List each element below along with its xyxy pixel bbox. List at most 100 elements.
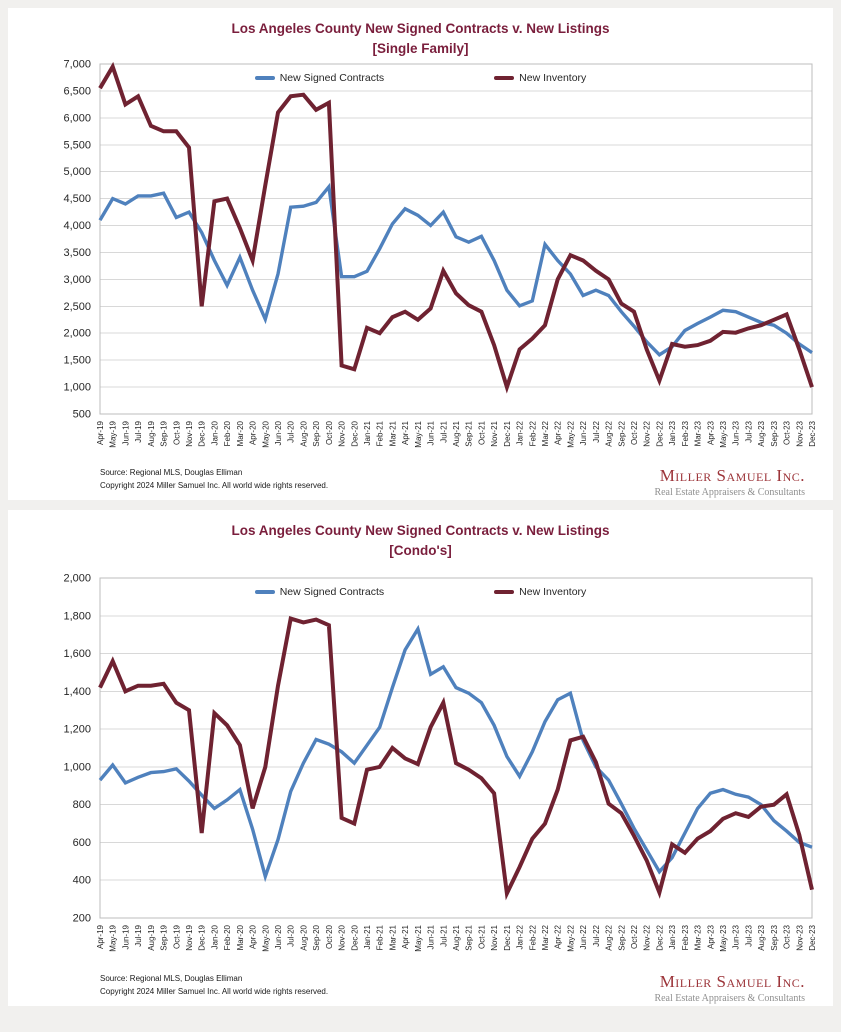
series-line-new-signed-contracts bbox=[98, 182, 813, 358]
x-tick-label: Aug-20 bbox=[299, 925, 308, 951]
y-tick-label: 6,500 bbox=[63, 86, 91, 98]
plot-area-condo: 200 400 600 800 1,000 1,200 1,400 1,600 1,800 2,0… bbox=[8, 560, 833, 972]
x-tick-label: Oct-20 bbox=[325, 421, 334, 446]
miller-samuel-logo: Miller Samuel Inc. Real Estate Appraiser… bbox=[654, 466, 805, 498]
x-tick-label: Jan-22 bbox=[516, 925, 525, 950]
x-tick-label: Mar-22 bbox=[541, 421, 550, 447]
x-tick-label: Feb-20 bbox=[223, 925, 232, 951]
x-tick-label: Feb-22 bbox=[528, 421, 537, 447]
y-tick-label: 3,000 bbox=[63, 274, 91, 286]
copyright-line: Copyright 2024 Miller Samuel Inc. All wo… bbox=[100, 986, 329, 996]
x-tick-label: Oct-21 bbox=[477, 925, 486, 950]
x-tick-label: May-19 bbox=[109, 421, 118, 448]
x-tick-label: Jan-20 bbox=[210, 925, 219, 950]
x-tick-label: Apr-20 bbox=[249, 421, 258, 446]
x-tick-label: Dec-23 bbox=[808, 925, 817, 951]
y-tick-label: 500 bbox=[73, 409, 91, 421]
y-tick-label: 4,500 bbox=[63, 193, 91, 205]
x-tick-label: Feb-20 bbox=[223, 421, 232, 447]
x-tick-label: Dec-22 bbox=[655, 925, 664, 951]
x-tick-label: Apr-22 bbox=[554, 421, 563, 446]
x-tick-label: Mar-23 bbox=[694, 421, 703, 447]
x-tick-label: Apr-21 bbox=[401, 925, 410, 950]
y-tick-label: 600 bbox=[73, 837, 91, 849]
x-tick-label: Mar-21 bbox=[388, 421, 397, 447]
x-tick-label: Sep-23 bbox=[770, 421, 779, 447]
x-tick-label: Dec-20 bbox=[350, 925, 359, 951]
x-tick-label: Aug-22 bbox=[605, 421, 614, 447]
y-tick-label: 4,000 bbox=[63, 220, 91, 232]
source-line: Source: Regional MLS, Douglas Elliman bbox=[100, 974, 243, 984]
x-tick-label: Oct-23 bbox=[783, 925, 792, 950]
x-tick-label: Jun-20 bbox=[274, 925, 283, 950]
y-tick-label: 7,000 bbox=[63, 59, 91, 71]
x-tick-label: Aug-23 bbox=[757, 925, 766, 951]
x-tick-label: Nov-23 bbox=[795, 421, 804, 447]
y-tick-label: 2,000 bbox=[63, 573, 91, 585]
x-tick-label: Oct-23 bbox=[783, 421, 792, 446]
x-tick-label: Jan-22 bbox=[516, 421, 525, 446]
x-tick-label: Sep-20 bbox=[312, 925, 321, 951]
x-tick-label: May-21 bbox=[414, 925, 423, 952]
y-tick-label: 1,600 bbox=[63, 648, 91, 660]
x-tick-label: Mar-20 bbox=[236, 925, 245, 951]
x-tick-label: Nov-22 bbox=[643, 421, 652, 447]
x-tick-label: Jun-19 bbox=[121, 925, 130, 950]
x-tick-label: Nov-20 bbox=[338, 421, 347, 447]
y-tick-label: 2,500 bbox=[63, 301, 91, 313]
x-tick-label: Jul-21 bbox=[439, 421, 448, 443]
x-tick-label: Jul-22 bbox=[592, 421, 601, 443]
chart-card-condo: Los Angeles County New Signed Contracts … bbox=[8, 510, 833, 1006]
x-tick-label: Nov-19 bbox=[185, 925, 194, 951]
y-tick-label: 5,000 bbox=[63, 166, 91, 178]
x-tick-label: Nov-22 bbox=[643, 925, 652, 951]
chart-title-line1: Los Angeles County New Signed Contracts … bbox=[231, 523, 610, 538]
x-tick-label: Aug-22 bbox=[605, 925, 614, 951]
x-tick-label: Mar-20 bbox=[236, 421, 245, 447]
x-tick-label: Nov-21 bbox=[490, 421, 499, 447]
x-tick-label: Aug-20 bbox=[299, 421, 308, 447]
x-tick-label: May-22 bbox=[566, 925, 575, 952]
copyright-line: Copyright 2024 Miller Samuel Inc. All wo… bbox=[100, 480, 329, 490]
x-tick-label: Feb-23 bbox=[681, 925, 690, 951]
x-tick-label: May-23 bbox=[719, 421, 728, 448]
x-tick-label: Jun-23 bbox=[732, 925, 741, 950]
x-tick-label: Aug-19 bbox=[147, 925, 156, 951]
y-tick-label: 1,500 bbox=[63, 355, 91, 367]
x-tick-label: Jun-22 bbox=[579, 925, 588, 950]
y-tick-label: 200 bbox=[73, 913, 91, 925]
x-tick-label: May-21 bbox=[414, 421, 423, 448]
x-tick-label: Jul-23 bbox=[744, 421, 753, 443]
y-tick-label: 3,500 bbox=[63, 247, 91, 259]
x-tick-label: Jun-20 bbox=[274, 421, 283, 446]
series-line-new-signed-contracts bbox=[98, 624, 813, 883]
x-tick-label: Mar-22 bbox=[541, 925, 550, 951]
x-tick-label: Jun-21 bbox=[427, 925, 436, 950]
x-tick-label: Sep-20 bbox=[312, 421, 321, 447]
x-tick-label: Jul-19 bbox=[134, 925, 143, 947]
x-tick-label: Sep-22 bbox=[617, 421, 626, 447]
x-tick-label: Jun-23 bbox=[732, 421, 741, 446]
x-tick-label: Apr-22 bbox=[554, 925, 563, 950]
x-tick-label: Jul-20 bbox=[287, 421, 296, 443]
x-tick-label: Apr-20 bbox=[249, 925, 258, 950]
x-tick-label: Dec-19 bbox=[198, 421, 207, 447]
logo-name: Miller Samuel Inc. bbox=[659, 466, 805, 486]
x-tick-label: Jul-23 bbox=[744, 925, 753, 947]
x-tick-label: Aug-21 bbox=[452, 421, 461, 447]
series-line-new-inventory bbox=[98, 616, 814, 901]
x-tick-label: Dec-23 bbox=[808, 421, 817, 447]
x-tick-label: Feb-21 bbox=[376, 421, 385, 447]
chart-title-line1: Los Angeles County New Signed Contracts … bbox=[231, 21, 610, 36]
y-tick-label: 5,500 bbox=[63, 139, 91, 151]
y-tick-label: 1,000 bbox=[63, 762, 91, 774]
x-tick-label: Sep-19 bbox=[160, 421, 169, 447]
x-tick-label: Aug-23 bbox=[757, 421, 766, 447]
x-tick-label: Nov-21 bbox=[490, 925, 499, 951]
chart-footer: Source: Regional MLS, Douglas Elliman Co… bbox=[8, 972, 833, 1003]
x-tick-label: Apr-23 bbox=[706, 421, 715, 446]
y-tick-label: 2,000 bbox=[63, 328, 91, 340]
chart-title-single-family: Los Angeles County New Signed Contracts … bbox=[8, 8, 833, 58]
logo-tagline: Real Estate Appraisers & Consultants bbox=[654, 486, 805, 498]
x-tick-label: Feb-23 bbox=[681, 421, 690, 447]
